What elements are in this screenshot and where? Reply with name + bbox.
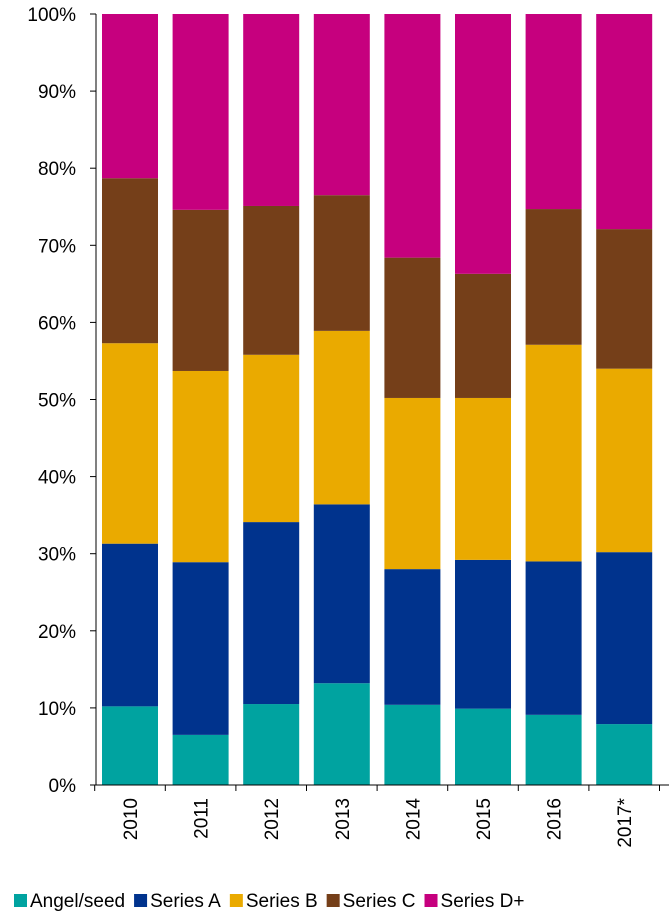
bar-segment (525, 714, 582, 785)
bar-segment (384, 14, 441, 258)
bar-segment (384, 257, 441, 398)
bar-segment (172, 734, 229, 785)
y-tick-label: 90% (38, 82, 76, 103)
legend-swatch (14, 894, 27, 907)
bar-segment (525, 344, 582, 562)
bar-segment (102, 706, 158, 785)
y-tick-label: 100% (27, 5, 76, 26)
bar-segment (525, 561, 582, 715)
bar-segment (455, 559, 511, 709)
x-tick-label: 2015 (474, 798, 495, 840)
bar-segment (243, 704, 300, 785)
bar-segment (313, 14, 370, 196)
y-tick-label: 20% (38, 622, 76, 643)
bar-segment (172, 370, 229, 563)
y-tick-label: 80% (38, 159, 76, 180)
legend-label: Series C (343, 891, 416, 912)
bar-segment (596, 724, 653, 785)
bar-segment (313, 504, 370, 684)
legend-swatch (424, 894, 438, 907)
y-axis: 0% 10% 20% 30% 40% 50% 60% 70% 80% 90% 100% (27, 5, 97, 797)
y-tick-label: 40% (38, 468, 76, 489)
bar-segment (596, 368, 653, 553)
bar-segment (102, 543, 158, 707)
y-tick-label: 70% (38, 236, 76, 257)
x-tick-label: 2016 (545, 798, 566, 840)
bar-segment (596, 552, 653, 725)
y-tick-label: 60% (38, 313, 76, 334)
y-tick-label: 30% (38, 545, 76, 566)
legend-swatch (134, 894, 148, 907)
bar-segment (243, 522, 300, 705)
x-tick-label: 2011 (192, 798, 213, 839)
legend-label: Series B (246, 891, 318, 912)
x-tick-label: 2010 (121, 798, 142, 840)
bar-segment (525, 14, 582, 210)
legend-label: Series D+ (441, 891, 525, 912)
x-axis: 2010 2011 2012 2013 2014 2015 2016 2017* (94, 784, 669, 848)
bar-segment (172, 209, 229, 371)
x-tick-label: 2017* (615, 797, 636, 847)
x-tick-label: 2013 (333, 798, 354, 840)
bar-segment (313, 195, 370, 331)
y-tick-label: 10% (38, 699, 76, 720)
bar-segment (596, 14, 653, 230)
bar-segment (102, 343, 158, 544)
bar-segment (243, 205, 300, 355)
bar-segment (455, 14, 511, 274)
y-tick-label: 0% (49, 776, 77, 797)
bar-segment (313, 330, 370, 505)
bar-segment (102, 14, 158, 179)
legend-swatch (326, 894, 340, 907)
bar-segment (243, 354, 300, 523)
bar-segment (455, 708, 511, 785)
bar-segment (525, 209, 582, 345)
bar-segment (172, 562, 229, 735)
bar-segment (172, 14, 229, 210)
bars (102, 14, 653, 785)
bar-segment (384, 704, 441, 785)
bar-segment (384, 397, 441, 570)
bar-segment (384, 569, 441, 705)
bar-segment (313, 683, 370, 785)
bar-segment (102, 178, 158, 344)
bar-segment (243, 14, 300, 206)
legend-label: Angel/seed (30, 891, 125, 912)
legend-label: Series A (150, 891, 221, 912)
x-tick-label: 2012 (262, 798, 283, 840)
legend-swatch (229, 894, 243, 907)
legend: Angel/seed Series A Series B Series C Series… (14, 891, 524, 912)
y-tick-label: 50% (38, 391, 76, 412)
bar-segment (596, 229, 653, 369)
bar-segment (455, 273, 511, 398)
bar-segment (455, 397, 511, 560)
x-tick-label: 2014 (403, 798, 424, 841)
